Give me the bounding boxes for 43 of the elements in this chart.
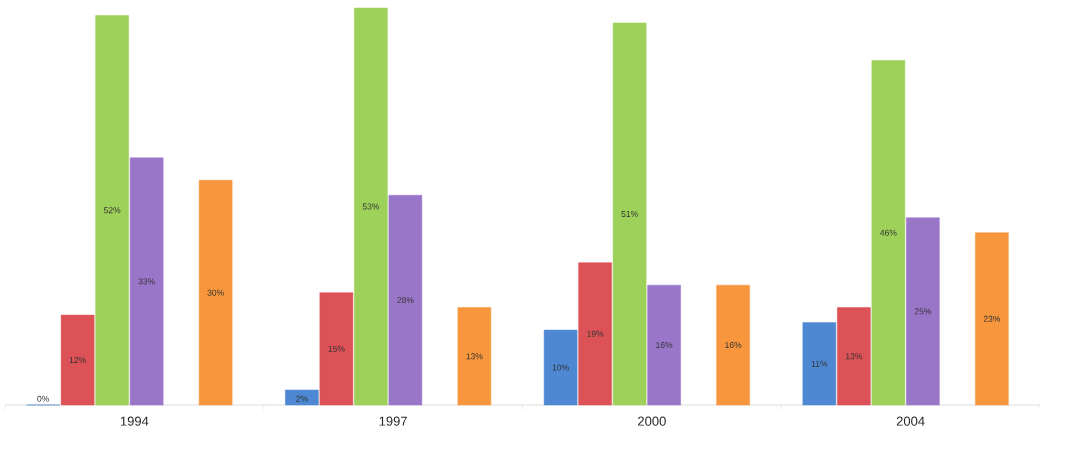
data-label: 15%	[328, 345, 345, 352]
data-label: 11%	[811, 360, 828, 367]
data-label: 12%	[69, 357, 86, 364]
data-label: 25%	[914, 308, 932, 315]
data-label: 23%	[983, 315, 1001, 322]
bar	[716, 284, 750, 406]
bar	[95, 15, 129, 406]
bar	[543, 329, 578, 406]
bar	[129, 157, 164, 406]
data-label: 52%	[103, 207, 121, 214]
bar	[319, 292, 354, 406]
bar	[285, 389, 319, 406]
data-label: 33%	[138, 278, 155, 285]
x-tick-label: 1997	[379, 416, 407, 426]
x-tick-label: 1994	[120, 416, 149, 426]
data-label: 30%	[207, 289, 224, 296]
bar	[198, 180, 233, 406]
bar	[647, 284, 681, 406]
bar	[802, 322, 837, 406]
bar	[975, 232, 1009, 406]
data-label: 28%	[397, 297, 414, 304]
bar	[837, 307, 871, 406]
bar	[60, 314, 95, 406]
bar	[578, 262, 612, 406]
data-label: 10%	[552, 364, 569, 371]
bar	[906, 217, 940, 406]
x-tick-label: 2004	[896, 416, 925, 426]
data-label: 2%	[296, 395, 308, 402]
data-label: 46%	[880, 229, 897, 236]
data-label: 51%	[621, 211, 638, 217]
data-label: 13%	[846, 353, 863, 360]
bar	[354, 7, 388, 406]
x-tick-label: 2000	[638, 416, 666, 426]
data-label: 19%	[587, 330, 604, 337]
bar	[871, 60, 906, 406]
data-label: 53%	[362, 203, 380, 210]
data-label: 16%	[656, 342, 673, 349]
data-label: 16%	[725, 342, 742, 349]
bar	[388, 195, 423, 406]
data-label: 13%	[466, 353, 483, 360]
bar	[612, 22, 647, 406]
bar	[457, 307, 492, 406]
data-label: 0%	[37, 395, 49, 402]
